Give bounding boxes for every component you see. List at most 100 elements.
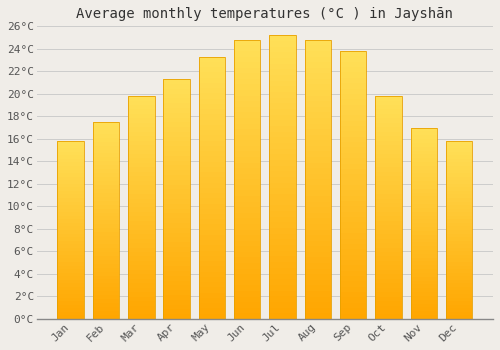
Bar [93, 122, 120, 126]
Bar [58, 152, 84, 155]
Bar [410, 139, 437, 143]
Bar [446, 283, 472, 287]
Bar [375, 176, 402, 181]
Bar [270, 273, 296, 279]
Bar [93, 161, 120, 165]
Bar [164, 199, 190, 204]
Bar [198, 230, 225, 235]
Bar [128, 154, 154, 159]
Bar [164, 175, 190, 180]
Bar [234, 79, 260, 84]
Bar [304, 263, 331, 269]
Bar [58, 177, 84, 180]
Bar [410, 177, 437, 181]
Bar [340, 228, 366, 233]
Bar [410, 239, 437, 242]
Bar [93, 181, 120, 185]
Bar [375, 301, 402, 306]
Bar [58, 258, 84, 262]
Bar [410, 204, 437, 208]
Bar [340, 62, 366, 67]
Bar [198, 78, 225, 83]
Bar [128, 176, 154, 181]
Bar [58, 212, 84, 216]
Bar [270, 194, 296, 200]
Bar [340, 72, 366, 78]
Bar [304, 230, 331, 235]
Bar [340, 244, 366, 249]
Bar [375, 100, 402, 105]
Bar [93, 122, 120, 319]
Bar [304, 302, 331, 308]
Bar [93, 216, 120, 221]
Bar [270, 47, 296, 52]
Bar [164, 214, 190, 218]
Bar [270, 200, 296, 205]
Bar [164, 314, 190, 319]
Bar [446, 255, 472, 258]
Bar [93, 260, 120, 264]
Bar [234, 246, 260, 252]
Bar [93, 284, 120, 287]
Bar [128, 118, 154, 123]
Bar [198, 287, 225, 293]
Bar [304, 112, 331, 118]
Bar [234, 224, 260, 230]
Bar [304, 258, 331, 263]
Bar [375, 310, 402, 314]
Bar [340, 212, 366, 217]
Bar [304, 46, 331, 51]
Bar [164, 151, 190, 156]
Bar [410, 185, 437, 189]
Bar [198, 177, 225, 183]
Bar [304, 152, 331, 157]
Bar [270, 64, 296, 69]
Bar [304, 168, 331, 174]
Bar [410, 127, 437, 131]
Bar [164, 223, 190, 228]
Bar [58, 312, 84, 315]
Bar [304, 140, 331, 146]
Bar [128, 314, 154, 319]
Bar [234, 107, 260, 112]
Bar [270, 239, 296, 245]
Bar [270, 92, 296, 98]
Bar [446, 177, 472, 180]
Bar [58, 226, 84, 230]
Bar [304, 96, 331, 101]
Bar [340, 131, 366, 137]
Bar [93, 264, 120, 268]
Bar [375, 216, 402, 221]
Bar [234, 213, 260, 218]
Bar [446, 237, 472, 241]
Bar [93, 315, 120, 319]
Bar [164, 122, 190, 127]
Bar [164, 237, 190, 242]
Bar [446, 304, 472, 308]
Bar [340, 196, 366, 201]
Bar [270, 245, 296, 251]
Bar [198, 167, 225, 172]
Bar [234, 308, 260, 313]
Bar [198, 146, 225, 151]
Bar [234, 68, 260, 73]
Bar [410, 246, 437, 250]
Bar [58, 191, 84, 194]
Bar [304, 269, 331, 274]
Bar [164, 309, 190, 314]
Bar [340, 201, 366, 206]
Bar [410, 250, 437, 254]
Bar [375, 123, 402, 127]
Bar [340, 239, 366, 244]
Bar [58, 266, 84, 269]
Bar [410, 288, 437, 292]
Bar [198, 130, 225, 135]
Bar [446, 152, 472, 155]
Bar [58, 230, 84, 233]
Bar [234, 168, 260, 174]
Bar [93, 158, 120, 161]
Bar [198, 261, 225, 266]
Bar [93, 126, 120, 130]
Bar [164, 161, 190, 166]
Bar [198, 240, 225, 245]
